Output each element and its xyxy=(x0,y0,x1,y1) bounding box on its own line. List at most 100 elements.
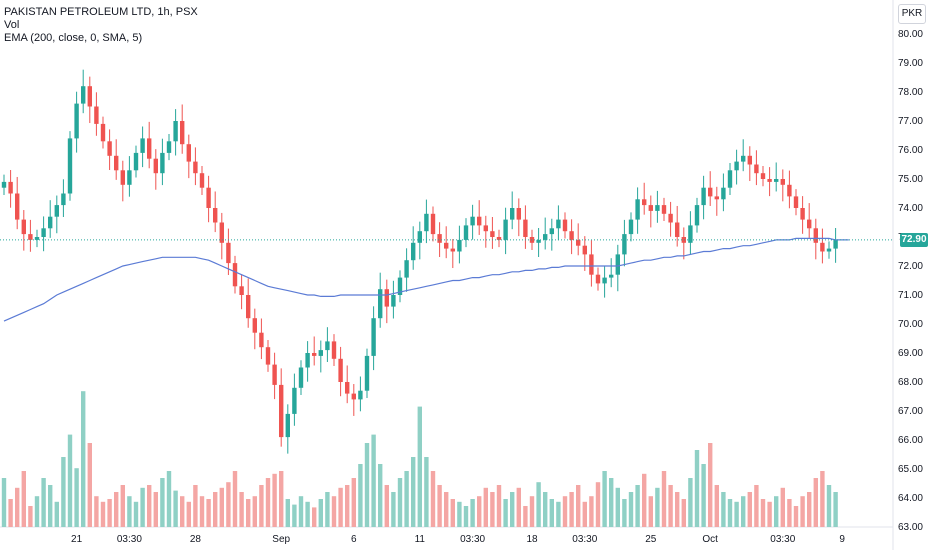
candle-body xyxy=(754,164,759,174)
candle-body xyxy=(133,152,139,171)
candle-body xyxy=(787,184,792,197)
candle-body xyxy=(701,187,706,206)
volume-bar xyxy=(523,506,528,527)
volume-bar xyxy=(675,492,680,527)
time-axis: 21 03:30 28 Sep 6 11 03:30 18 03:30 25 Oct 03:30 9 xyxy=(71,534,845,545)
candle-body xyxy=(397,277,403,295)
candle-body xyxy=(800,208,805,220)
volume-bar xyxy=(48,485,53,527)
volume-bar xyxy=(701,464,706,527)
candle-body xyxy=(305,353,310,368)
candle-body xyxy=(391,295,396,307)
candle-body xyxy=(338,358,343,382)
candle-body xyxy=(483,225,488,232)
candle-body xyxy=(371,318,376,356)
candle-body xyxy=(767,179,772,182)
candle-body xyxy=(609,274,614,278)
volume-bar xyxy=(813,478,818,527)
candle-body xyxy=(298,367,304,388)
time-tick-label: 03:30 xyxy=(572,534,597,545)
volume-bar xyxy=(147,485,152,527)
volume-bar xyxy=(589,496,594,527)
candle-body xyxy=(595,274,601,284)
price-tick-label: 78.00 xyxy=(898,87,923,98)
candle-body xyxy=(444,242,449,249)
volume-bar xyxy=(430,471,436,527)
candle-body xyxy=(503,219,508,240)
symbol-title[interactable]: PAKISTAN PETROLEUM LTD, 1h, PSX xyxy=(4,6,198,18)
volume-bar xyxy=(457,501,462,527)
currency-button[interactable]: PKR xyxy=(898,4,926,24)
candle-body xyxy=(127,170,132,185)
candle-body xyxy=(708,187,713,197)
volume-bar xyxy=(345,485,350,527)
volume-bar xyxy=(642,473,647,527)
ema-legend[interactable]: EMA (200, close, 0, SMA, 5) xyxy=(4,32,143,44)
volume-bar xyxy=(536,482,541,527)
candle-body xyxy=(694,205,700,226)
volume-bar xyxy=(54,501,59,527)
time-tick-label: 28 xyxy=(190,534,202,545)
price-tick-label: 72.00 xyxy=(898,261,923,272)
volume-bar xyxy=(820,471,825,527)
volume-bar xyxy=(595,482,601,527)
candle-body xyxy=(246,295,251,319)
candle-body xyxy=(404,260,409,278)
candle-body xyxy=(793,196,799,208)
volume-bar xyxy=(199,496,205,527)
candle-body xyxy=(681,237,686,243)
volume-bar xyxy=(800,496,805,527)
candle-body xyxy=(411,242,416,261)
candle-body xyxy=(100,123,106,142)
price-tick-label: 65.00 xyxy=(898,464,923,475)
candle-body xyxy=(107,141,112,156)
candle-body xyxy=(582,245,587,255)
time-tick-label: 25 xyxy=(645,534,657,545)
candle-body xyxy=(259,332,264,348)
volume-bar xyxy=(285,499,290,527)
candle-body xyxy=(721,187,726,200)
volume-bar xyxy=(477,496,482,527)
candle-body xyxy=(67,138,73,194)
price-tick-label: 66.00 xyxy=(898,435,923,446)
chart-legend: PAKISTAN PETROLEUM LTD, 1h, PSX Vol EMA … xyxy=(4,6,198,45)
volume-bar xyxy=(74,468,79,527)
volume-bar xyxy=(470,499,475,527)
candle-body xyxy=(226,242,231,264)
volume-bar xyxy=(721,492,726,527)
candle-body xyxy=(378,289,383,319)
volume-bar xyxy=(767,501,772,527)
volume-bar xyxy=(807,492,812,527)
candle-body xyxy=(180,121,185,145)
volume-bar xyxy=(734,501,739,527)
volume-bar xyxy=(628,492,634,527)
candle-body xyxy=(239,286,244,295)
candle-body xyxy=(114,155,119,171)
candle-body xyxy=(325,341,330,351)
candle-body xyxy=(74,103,79,139)
candle-body xyxy=(820,242,825,252)
volume-bar xyxy=(305,501,310,527)
price-tick-label: 76.00 xyxy=(898,145,923,156)
volume-bar xyxy=(404,471,409,527)
volume-bar xyxy=(635,485,640,527)
volume-bar xyxy=(694,450,700,527)
volume-legend[interactable]: Vol xyxy=(4,19,20,31)
volume-bar xyxy=(312,507,317,527)
volume-bar xyxy=(622,499,627,527)
volume-bar xyxy=(67,434,73,527)
volume-bar xyxy=(450,499,455,527)
candle-body xyxy=(668,213,673,223)
volume-bar xyxy=(615,487,620,527)
volume-bar xyxy=(602,471,607,527)
candle-body xyxy=(160,152,165,174)
candle-body xyxy=(655,205,660,211)
candle-body xyxy=(272,364,277,385)
price-tick-label: 77.00 xyxy=(898,116,923,127)
candle-body xyxy=(807,219,812,229)
volume-bar xyxy=(714,485,719,527)
volume-bar xyxy=(331,496,337,527)
volume-bar xyxy=(298,496,304,527)
